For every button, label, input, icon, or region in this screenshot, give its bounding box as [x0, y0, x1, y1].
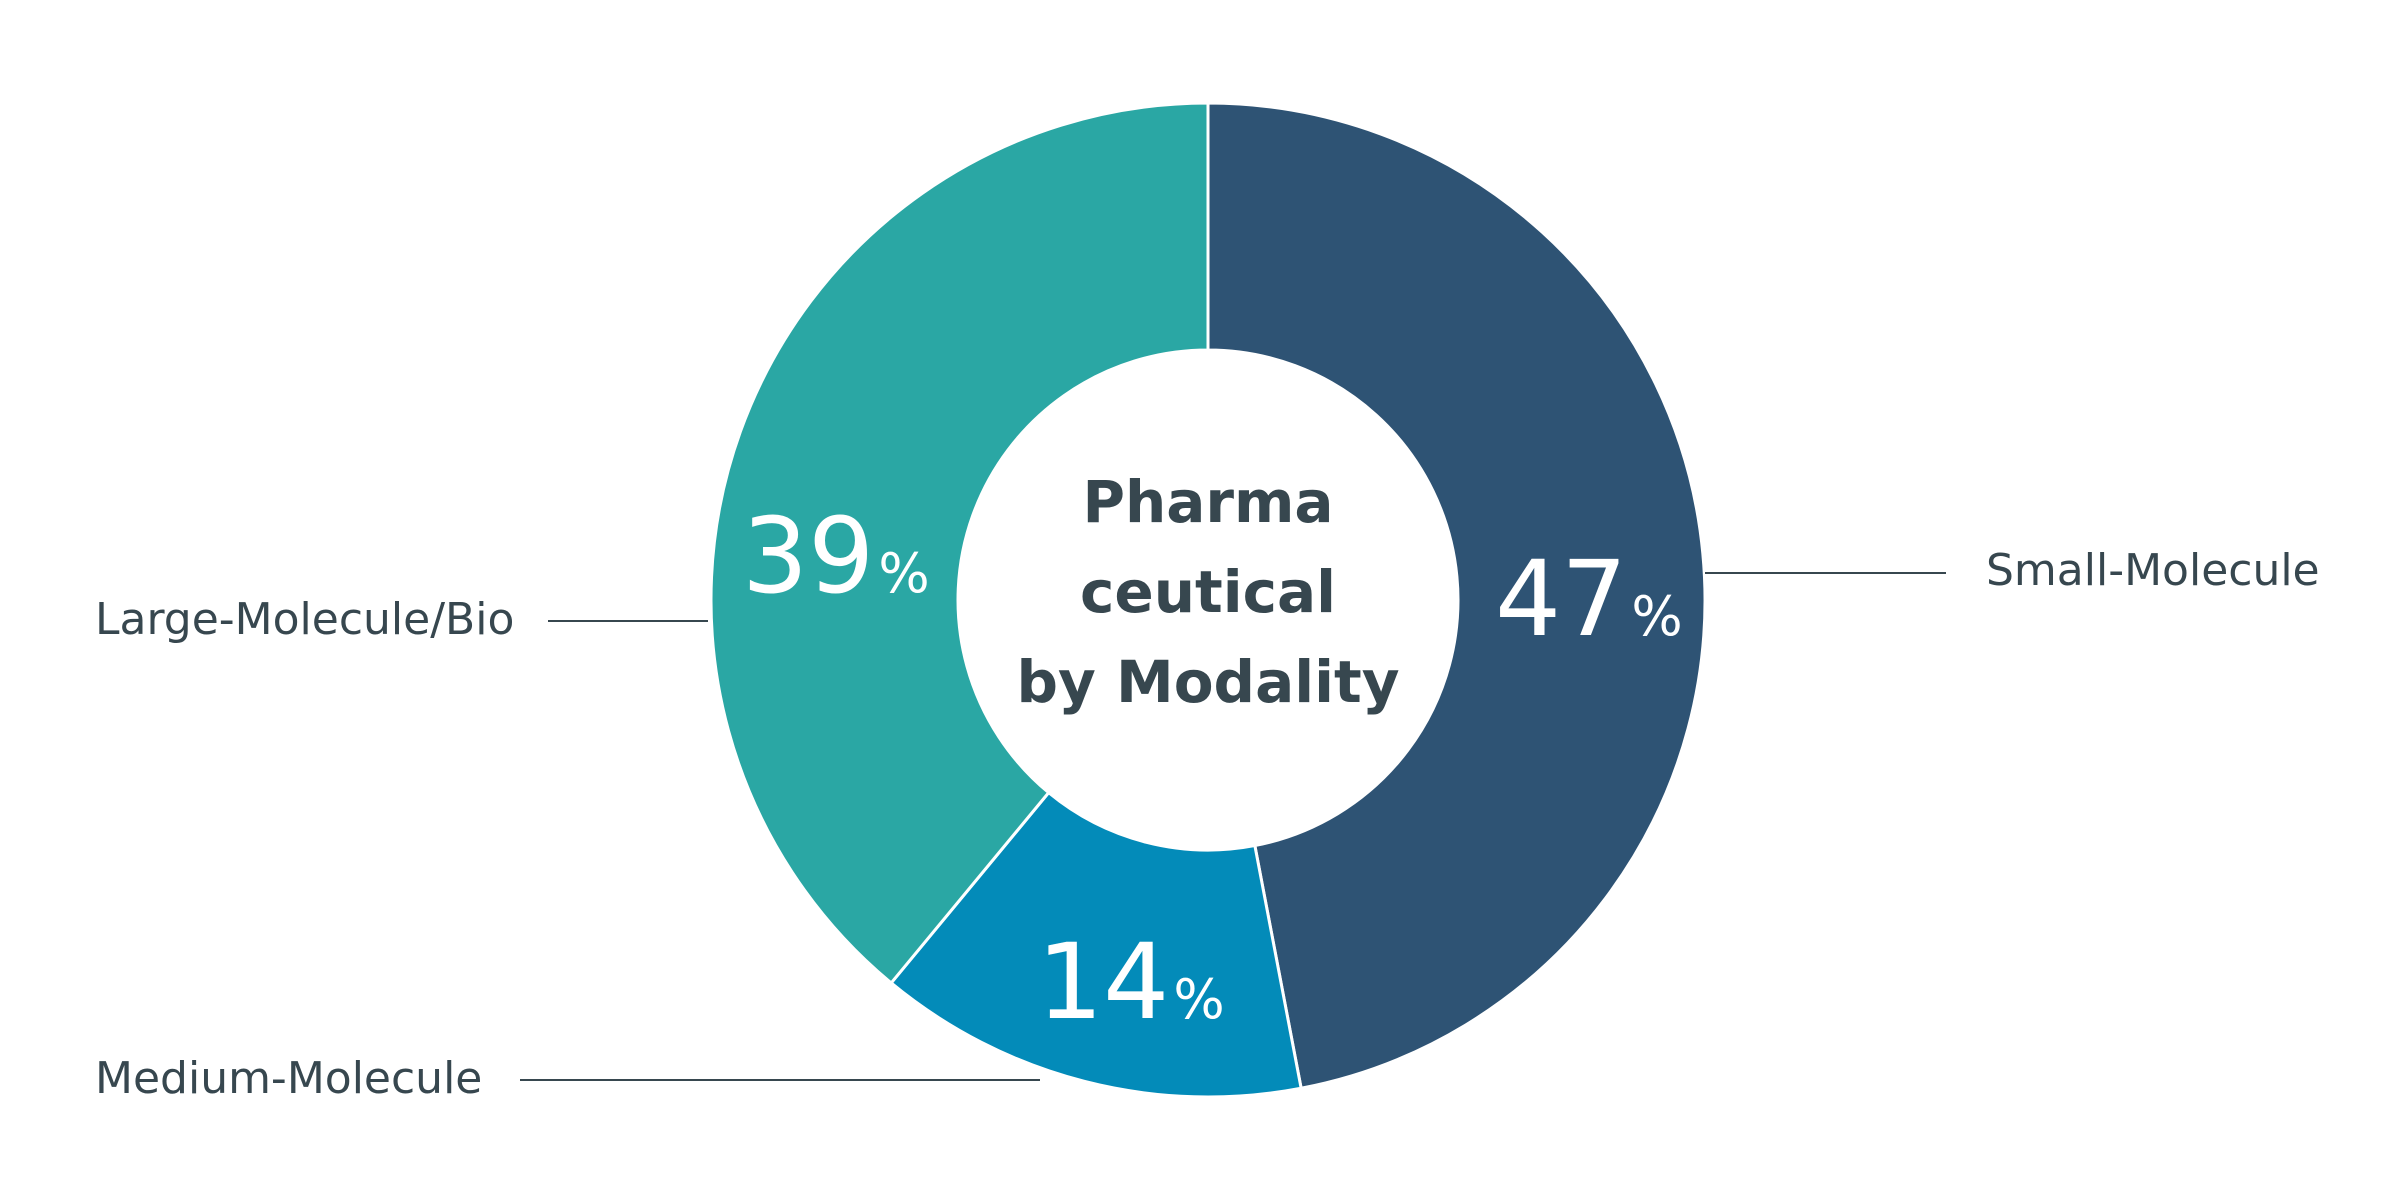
percent-sign-medium-molecule: % [1173, 968, 1224, 1031]
label-large-molecule-bio: Large-Molecule/Bio [95, 594, 514, 645]
value-label-small-molecule: 47% [1495, 538, 1683, 660]
value-number-medium-molecule: 14 [1037, 921, 1169, 1043]
center-title-line-1: Pharma [1082, 468, 1333, 536]
label-medium-molecule: Medium-Molecule [95, 1053, 482, 1104]
center-title-line-3: by Modality [1016, 648, 1399, 716]
slice-large-molecule-bio [709, 101, 1210, 986]
slice-medium-molecule [889, 790, 1303, 1099]
slice-small-molecule [1206, 101, 1707, 1090]
label-small-molecule: Small-Molecule [1986, 545, 2320, 596]
percent-sign-large-molecule-bio: % [878, 542, 929, 605]
center-title-line-2: ceutical [1080, 558, 1336, 626]
leader-lines-group [520, 572, 1946, 1081]
value-label-large-molecule-bio: 39% [742, 495, 930, 617]
value-number-small-molecule: 47 [1495, 538, 1627, 660]
slices-group [709, 101, 1707, 1099]
percent-sign-small-molecule: % [1631, 585, 1682, 648]
value-label-medium-molecule: 14% [1037, 921, 1225, 1043]
value-number-large-molecule-bio: 39 [742, 495, 874, 617]
